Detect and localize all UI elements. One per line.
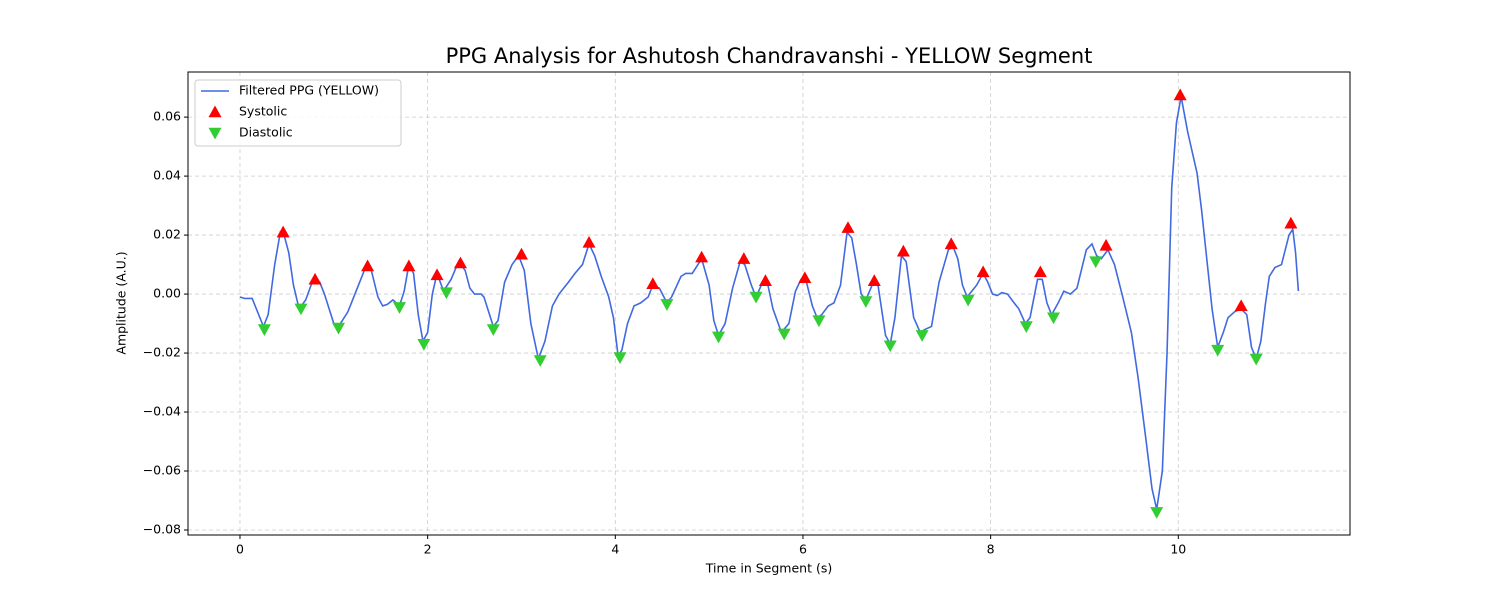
legend-swatch — [208, 105, 222, 118]
y-tick-label: −0.04 — [143, 404, 181, 419]
marker — [257, 324, 271, 336]
data-line — [239, 96, 1300, 510]
marker — [841, 221, 855, 233]
marker — [1234, 299, 1248, 312]
marker — [402, 259, 416, 272]
marker — [430, 268, 444, 281]
plot-frame — [187, 71, 1351, 536]
marker — [646, 277, 660, 289]
y-tick-label: 0.02 — [153, 227, 181, 242]
marker — [859, 296, 873, 308]
x-tick-label: 6 — [799, 542, 807, 557]
marker — [1211, 344, 1225, 357]
y-tick-label: 0.00 — [153, 286, 181, 301]
marker — [944, 237, 958, 250]
x-tick-label: 0 — [236, 542, 244, 557]
marker — [439, 287, 453, 300]
marker — [1150, 507, 1164, 519]
marker — [1089, 256, 1103, 269]
chart-title: PPG Analysis for Ashutosh Chandravanshi … — [446, 44, 1093, 68]
marker — [392, 302, 406, 314]
legend-swatch — [208, 127, 222, 140]
legend-label: Systolic — [239, 104, 287, 119]
legend-label: Diastolic — [239, 125, 293, 140]
marker — [695, 250, 709, 263]
marker — [712, 331, 726, 344]
marker — [1046, 312, 1060, 325]
marker — [486, 324, 500, 336]
y-tick-label: −0.02 — [143, 345, 181, 360]
marker — [417, 338, 431, 351]
marker — [976, 265, 990, 278]
marker — [1173, 88, 1187, 101]
marker — [883, 340, 897, 353]
x-tick-label: 10 — [1170, 542, 1186, 557]
marker — [1284, 216, 1298, 229]
marker — [1033, 265, 1047, 278]
y-tick-label: 0.04 — [153, 168, 181, 183]
x-tick-label: 2 — [424, 542, 432, 557]
marker — [812, 315, 826, 328]
marker — [798, 271, 812, 284]
x-axis-label: Time in Segment (s) — [705, 561, 832, 576]
marker — [758, 274, 772, 286]
y-tick-label: 0.06 — [153, 109, 181, 124]
y-tick-label: −0.08 — [143, 521, 181, 536]
marker — [660, 299, 674, 311]
marker — [613, 352, 627, 364]
marker — [961, 294, 975, 307]
marker — [896, 244, 910, 257]
marker — [737, 252, 751, 264]
legend-label: Filtered PPG (YELLOW) — [239, 83, 379, 98]
marker — [332, 322, 346, 335]
marker — [533, 355, 547, 367]
marker — [867, 274, 881, 286]
x-tick-label: 4 — [611, 542, 619, 557]
marker — [915, 330, 929, 342]
marker — [294, 303, 308, 316]
y-axis-label: Amplitude (A.U.) — [114, 251, 129, 354]
marker — [453, 256, 467, 269]
marker — [1249, 353, 1263, 366]
marker — [582, 235, 596, 248]
x-tick-label: 8 — [987, 542, 995, 557]
legend-box — [194, 79, 402, 147]
marker — [361, 259, 375, 272]
marker — [276, 225, 290, 238]
y-tick-label: −0.06 — [143, 463, 181, 478]
legend: Filtered PPG (YELLOW) Systolic Diastolic — [194, 79, 402, 147]
marker — [777, 328, 791, 341]
marker — [1099, 238, 1113, 251]
marker — [749, 291, 763, 304]
marker — [308, 272, 322, 285]
marker — [1019, 321, 1033, 334]
marker — [514, 247, 528, 260]
